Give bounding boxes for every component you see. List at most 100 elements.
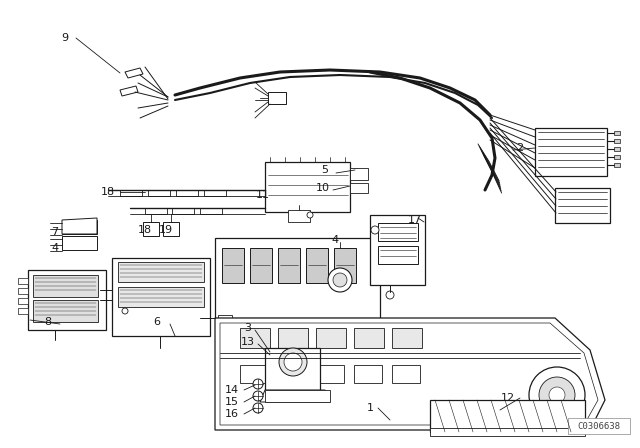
Bar (148, 190, 170, 196)
Text: 14: 14 (225, 385, 239, 395)
Bar (614, 155, 620, 159)
Bar (120, 190, 142, 196)
Bar (62, 236, 97, 250)
Text: 10: 10 (316, 183, 330, 193)
Bar (316, 328, 346, 348)
Bar (215, 238, 380, 318)
Text: 2: 2 (516, 143, 524, 153)
Bar (33, 275, 98, 297)
Text: 16: 16 (225, 409, 239, 419)
Bar (350, 168, 368, 180)
Polygon shape (260, 390, 330, 402)
Bar (218, 315, 232, 325)
Text: 13: 13 (241, 337, 255, 347)
Bar (265, 162, 350, 212)
Bar (250, 248, 272, 283)
Bar (118, 287, 204, 307)
Polygon shape (120, 86, 138, 96)
Bar (268, 92, 286, 104)
Bar (222, 248, 244, 283)
Text: 6: 6 (154, 317, 161, 327)
Bar (392, 365, 420, 383)
Bar (568, 418, 630, 434)
Circle shape (386, 291, 394, 299)
Text: 1: 1 (367, 403, 374, 413)
Circle shape (529, 367, 585, 423)
Circle shape (307, 212, 313, 218)
Text: 3: 3 (244, 323, 252, 333)
Bar (378, 223, 418, 241)
Bar (614, 163, 620, 167)
Bar (143, 222, 159, 236)
Text: 7: 7 (51, 227, 59, 237)
Polygon shape (62, 218, 97, 234)
Bar (240, 328, 270, 348)
Text: 11: 11 (256, 190, 270, 200)
Bar (354, 328, 384, 348)
Bar (354, 365, 382, 383)
Bar (535, 128, 607, 176)
Circle shape (549, 387, 565, 403)
Bar (288, 210, 310, 222)
Text: 4: 4 (51, 243, 59, 253)
Circle shape (539, 377, 575, 413)
Polygon shape (215, 318, 605, 430)
Bar (278, 248, 300, 283)
Text: 17: 17 (408, 215, 422, 225)
Circle shape (253, 403, 263, 413)
Bar (430, 428, 585, 436)
Bar (18, 308, 28, 314)
Bar (430, 400, 585, 432)
Bar (145, 208, 167, 214)
Text: 4: 4 (332, 235, 339, 245)
Bar (118, 262, 204, 282)
Text: 18: 18 (138, 225, 152, 235)
Polygon shape (125, 68, 143, 78)
Bar (265, 348, 320, 390)
Bar (112, 258, 210, 336)
Text: 12: 12 (501, 393, 515, 403)
Bar (614, 131, 620, 135)
Text: 9: 9 (61, 33, 68, 43)
Bar (614, 139, 620, 143)
Bar (18, 298, 28, 304)
Bar (316, 365, 344, 383)
Bar (265, 390, 330, 402)
Circle shape (284, 353, 302, 371)
Bar (240, 365, 268, 383)
Bar (204, 190, 226, 196)
Text: 8: 8 (44, 317, 52, 327)
Bar (378, 246, 418, 264)
Bar (62, 220, 97, 234)
Bar (172, 208, 194, 214)
Text: 15: 15 (225, 397, 239, 407)
Text: C0306638: C0306638 (577, 422, 621, 431)
Text: 19: 19 (159, 225, 173, 235)
Bar (370, 215, 425, 285)
Circle shape (328, 268, 352, 292)
Text: 18: 18 (101, 187, 115, 197)
Bar (163, 222, 179, 236)
Bar (18, 278, 28, 284)
Circle shape (253, 391, 263, 401)
Circle shape (333, 273, 347, 287)
Bar (200, 208, 222, 214)
Circle shape (122, 308, 128, 314)
Text: 5: 5 (321, 165, 328, 175)
Circle shape (371, 226, 379, 234)
Bar (350, 183, 368, 193)
Bar (306, 248, 328, 283)
Bar (392, 328, 422, 348)
Bar (278, 365, 306, 383)
Polygon shape (220, 323, 598, 425)
Bar (278, 328, 308, 348)
Circle shape (279, 348, 307, 376)
Bar (28, 270, 106, 330)
Bar (33, 300, 98, 322)
Bar (555, 188, 610, 223)
Bar (18, 288, 28, 294)
Bar (334, 248, 356, 283)
Bar (176, 190, 198, 196)
Circle shape (253, 379, 263, 389)
Bar (614, 147, 620, 151)
